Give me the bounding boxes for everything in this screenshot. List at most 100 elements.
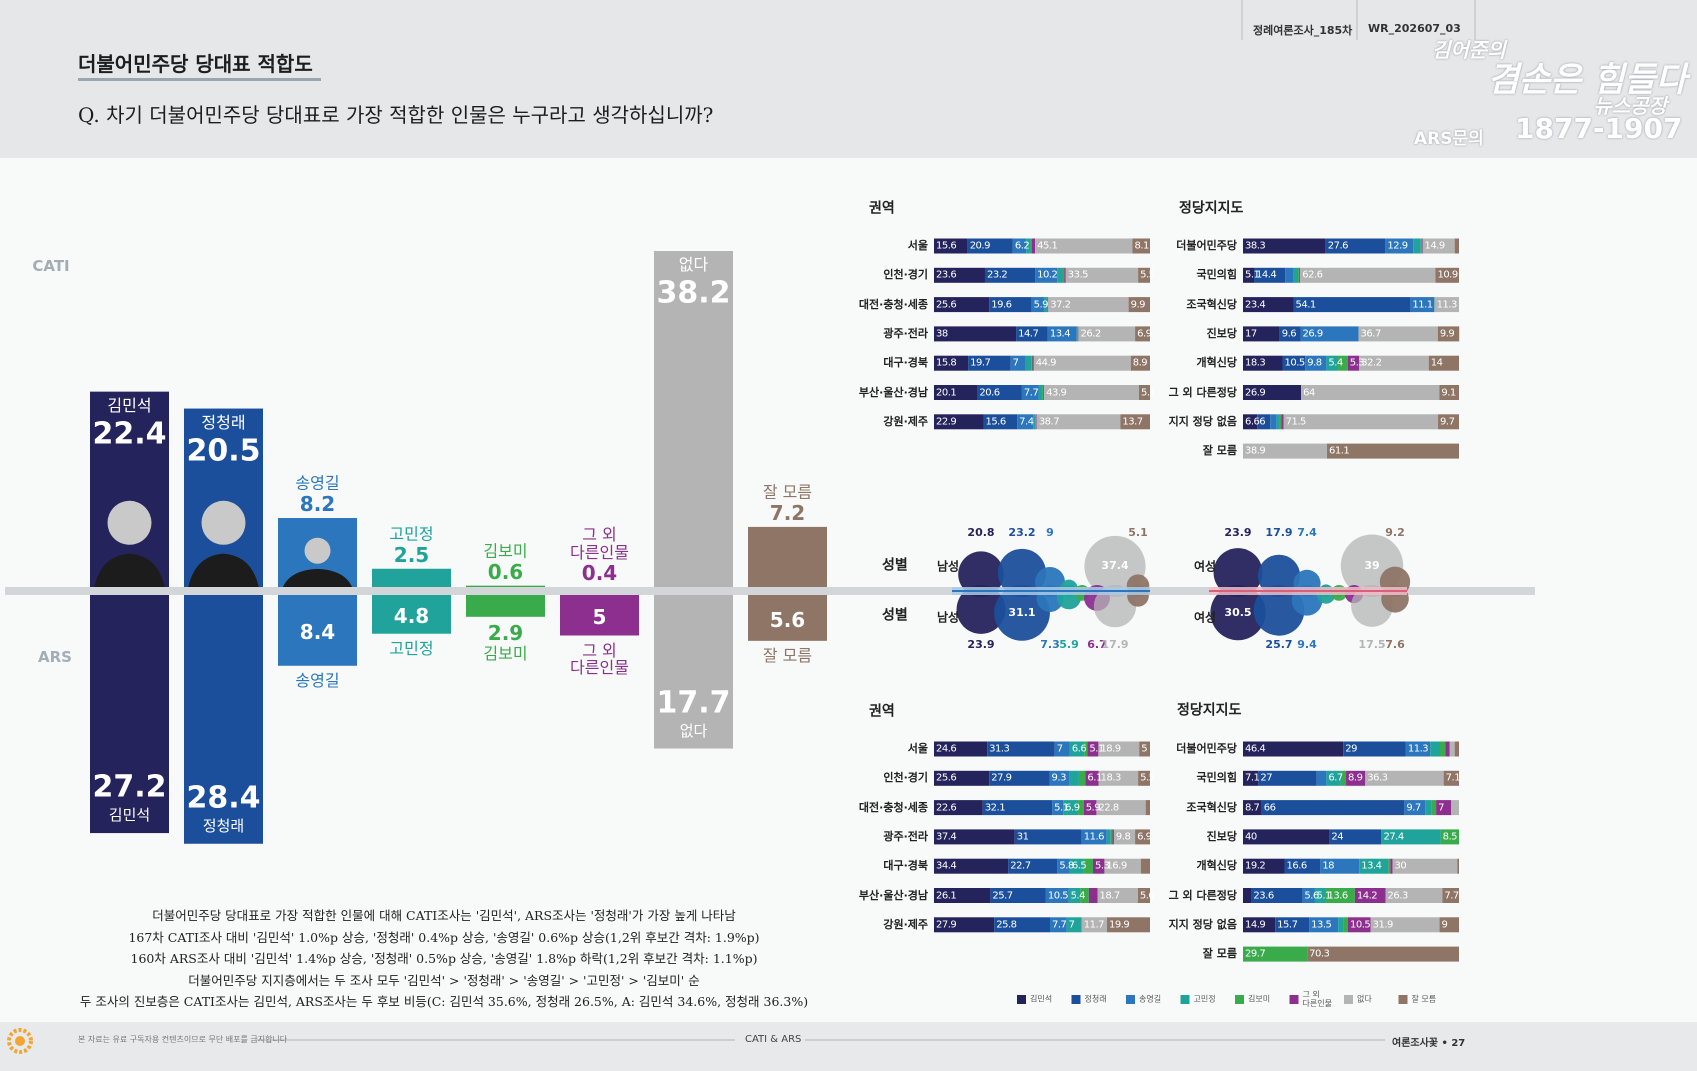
segment-label: 70.3 — [1309, 948, 1330, 960]
gender-title: 성별 — [882, 557, 908, 574]
segment — [1057, 267, 1063, 283]
segment — [1052, 800, 1064, 816]
segment-label: 8.5 — [1442, 831, 1458, 843]
segment — [1113, 829, 1136, 845]
segment — [1329, 829, 1382, 845]
segment-label: 11.1 — [1412, 299, 1433, 311]
segment — [1049, 917, 1067, 933]
legend-swatch — [1344, 995, 1353, 1004]
segment — [1437, 326, 1460, 342]
segment-label: 10.5 — [1349, 919, 1371, 931]
row-label: 그 외 다른정당 — [1168, 888, 1237, 902]
segment — [1243, 858, 1285, 874]
segment-label: 5 — [1141, 743, 1148, 755]
segment-label: 26.1 — [936, 890, 957, 901]
bar-value: 0.4 — [581, 561, 618, 586]
portrait — [304, 537, 331, 564]
segment — [934, 355, 969, 371]
segment-label: 11.3 — [1436, 299, 1458, 311]
segment — [968, 355, 1011, 371]
segment — [989, 297, 1032, 313]
segment — [1443, 770, 1459, 786]
segment — [1340, 770, 1347, 786]
segment-label: 15.6 — [936, 240, 957, 252]
bar-value: 4.8 — [393, 604, 430, 629]
segment — [1257, 414, 1271, 430]
segment — [1325, 888, 1355, 903]
bar — [748, 591, 827, 641]
segment — [1014, 829, 1082, 845]
segment-label: 38 — [936, 328, 948, 340]
segment-label: 6.9 — [1065, 802, 1080, 814]
segment — [1031, 238, 1036, 254]
segment-label: 20.6 — [979, 387, 1000, 398]
segment — [1405, 741, 1431, 757]
segment — [1327, 443, 1459, 459]
legend-swatch — [1398, 995, 1408, 1004]
segment-label: 36.3 — [1367, 772, 1388, 784]
segment — [1243, 355, 1283, 371]
segment — [1293, 267, 1299, 283]
legend-label: 잘 모름 — [1411, 994, 1437, 1004]
row-label: 대전·충청·세종 — [858, 297, 928, 311]
segment — [1438, 414, 1459, 430]
segment — [1305, 355, 1327, 371]
segment — [1069, 770, 1079, 786]
bar-name: 그 외 다른인물 — [570, 640, 629, 678]
segment-label: 7.7 — [1444, 890, 1459, 901]
segment-label: 5.1 — [1245, 269, 1260, 281]
segment — [1326, 770, 1341, 786]
bar-name: 송영길 — [295, 670, 340, 690]
segment-label: 43.9 — [1046, 387, 1067, 398]
segment — [1068, 888, 1081, 903]
bar-value: 20.5 — [186, 433, 261, 469]
segment — [1008, 858, 1058, 874]
row-label: 잘 모름 — [1202, 947, 1237, 961]
bubble-label: 7.6 — [1385, 637, 1405, 651]
panel-title: 정당지지도 — [1179, 200, 1244, 217]
row-label: 강원·제주 — [883, 414, 928, 428]
segment — [1140, 858, 1150, 874]
segment-label: 10.2 — [1037, 269, 1058, 281]
portrait — [107, 500, 152, 545]
segment-label: 19.7 — [970, 357, 991, 369]
bubble-label: 7.3 — [1040, 637, 1060, 651]
bar-value: 8.2 — [299, 492, 336, 517]
segment — [1442, 888, 1459, 903]
note: 160차 ARS조사 대비 '김민석' 1.4%p 상승, '정청래' 0.5%… — [130, 951, 758, 967]
segment — [1025, 355, 1032, 371]
bubble-label: 30.5 — [1224, 605, 1252, 619]
segment — [1285, 267, 1294, 283]
segment-label: 31.3 — [989, 743, 1010, 755]
segment-label: 37.4 — [936, 831, 957, 843]
segment — [1030, 238, 1032, 254]
logo-line: 겸손은 힘들다 — [1487, 60, 1687, 100]
segment-label: 25.7 — [992, 890, 1013, 901]
segment — [1326, 355, 1339, 371]
segment — [1354, 888, 1386, 903]
row-label: 개혁신당 — [1196, 356, 1237, 370]
segment — [1017, 414, 1034, 430]
bubble — [956, 585, 1006, 634]
segment — [1243, 800, 1262, 816]
segment-label: 22.8 — [1098, 802, 1119, 814]
segment-label: 15.7 — [1277, 919, 1298, 931]
segment-label: 14.7 — [1018, 328, 1039, 340]
segment — [1404, 800, 1426, 816]
segment — [1338, 917, 1344, 933]
segment — [1254, 267, 1286, 283]
note: 더불어민주당 지지층에서는 두 조사 모두 '김민석' > '정청래' > '송… — [188, 972, 700, 988]
segment — [1261, 800, 1405, 816]
segment — [1066, 917, 1082, 933]
question: Q. 차기 더불어민주당 당대표로 가장 적합한 인물은 누구라고 생각하십니까… — [78, 103, 714, 127]
segment — [994, 917, 1050, 933]
segment — [1038, 385, 1043, 400]
note: 더불어민주당 당대표로 가장 적합한 인물에 대해 CATI조사는 '김민석',… — [152, 908, 736, 924]
segment-label: 18.9 — [1100, 743, 1121, 755]
segment — [1298, 267, 1300, 283]
segment — [1451, 800, 1459, 816]
segment-label: 33.5 — [1067, 269, 1089, 281]
segment — [1281, 414, 1284, 430]
portrait — [201, 500, 246, 545]
gender-label: 여성 — [1194, 610, 1217, 625]
